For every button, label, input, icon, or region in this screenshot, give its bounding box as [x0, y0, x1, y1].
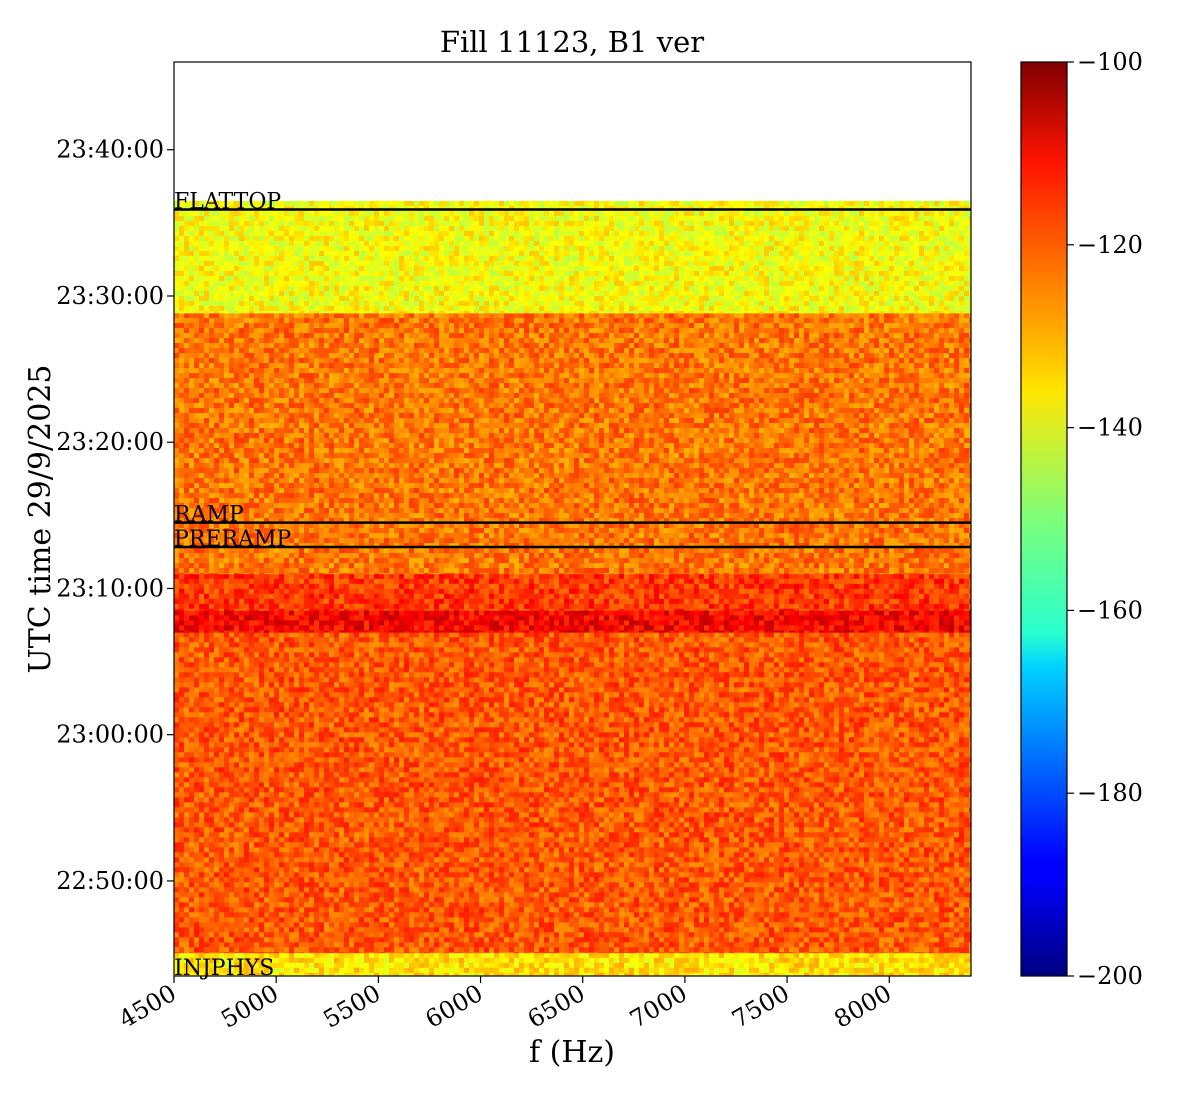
y-tick-label: 22:50:00 — [56, 867, 164, 895]
heatmap-band — [174, 574, 974, 611]
colorbar-tick-label: −100 — [1077, 48, 1143, 76]
colorbar-tick: −200 — [1067, 962, 1143, 990]
colorbar-tick-label: −160 — [1077, 596, 1143, 624]
x-axis-ticks: 4500 5000 5500 6000 6500 7000 7500 8000 — [114, 976, 896, 1034]
colorbar-tick: −140 — [1067, 414, 1143, 442]
heatmap-band — [174, 201, 974, 313]
colorbar-ticks: −100 −120 −140 −160 −180 −200 — [1067, 48, 1143, 990]
y-tick: 23:20:00 — [56, 428, 174, 456]
x-tick: 6500 — [523, 976, 590, 1034]
x-tick: 5000 — [216, 976, 283, 1034]
y-tick: 23:30:00 — [56, 282, 174, 310]
y-tick-label: 23:20:00 — [56, 428, 164, 456]
y-tick-label: 23:10:00 — [56, 574, 164, 602]
x-tick-label: 7000 — [625, 979, 692, 1034]
x-tick-label: 6000 — [421, 979, 488, 1034]
x-axis-label: f (Hz) — [529, 1035, 615, 1070]
colorbar-tick-label: −140 — [1077, 414, 1143, 442]
x-tick: 5500 — [318, 976, 385, 1034]
y-tick-label: 23:00:00 — [56, 721, 164, 749]
x-tick: 4500 — [114, 976, 181, 1034]
x-tick: 6000 — [421, 976, 488, 1034]
x-tick-label: 8000 — [829, 979, 896, 1034]
phase-marker: INJPHYS — [174, 956, 274, 981]
colorbar-tick: −100 — [1067, 48, 1143, 76]
y-tick: 22:50:00 — [56, 867, 174, 895]
x-tick: 7500 — [727, 976, 794, 1034]
spectrogram-heatmap — [174, 201, 974, 976]
colorbar-tick-label: −180 — [1077, 779, 1143, 807]
colorbar-tick-label: −120 — [1077, 231, 1143, 259]
y-tick-label: 23:30:00 — [56, 282, 164, 310]
y-axis-ticks: 22:50:00 23:00:00 23:10:00 23:20:00 23:30:00… — [56, 136, 174, 895]
x-tick-label: 6500 — [523, 979, 590, 1034]
colorbar-tick: −180 — [1067, 779, 1143, 807]
heatmap-band — [174, 953, 974, 976]
y-tick: 23:40:00 — [56, 136, 174, 164]
y-axis-label: UTC time 29/9/2025 — [23, 365, 58, 674]
colorbar — [1021, 62, 1067, 976]
phase-marker-label: PRERAMP — [174, 527, 291, 552]
y-tick: 23:00:00 — [56, 721, 174, 749]
x-tick-label: 4500 — [114, 979, 181, 1034]
y-tick-label: 23:40:00 — [56, 136, 164, 164]
y-tick: 23:10:00 — [56, 574, 174, 602]
heatmap-band — [174, 610, 974, 632]
heatmap-band — [174, 313, 974, 574]
x-tick-label: 5500 — [318, 979, 385, 1034]
heatmap-band — [174, 632, 974, 953]
x-tick-label: 5000 — [216, 979, 283, 1034]
phase-marker-label: INJPHYS — [174, 956, 274, 981]
phase-marker-label: FLATTOP — [174, 189, 281, 214]
x-tick-label: 7500 — [727, 979, 794, 1034]
chart-title: Fill 11123, B1 ver — [440, 25, 704, 59]
x-tick: 8000 — [829, 976, 896, 1034]
colorbar-tick: −120 — [1067, 231, 1143, 259]
colorbar-tick-label: −200 — [1077, 962, 1143, 990]
x-tick: 7000 — [625, 976, 692, 1034]
phase-marker-label: RAMP — [174, 503, 244, 528]
colorbar-tick: −160 — [1067, 596, 1143, 624]
